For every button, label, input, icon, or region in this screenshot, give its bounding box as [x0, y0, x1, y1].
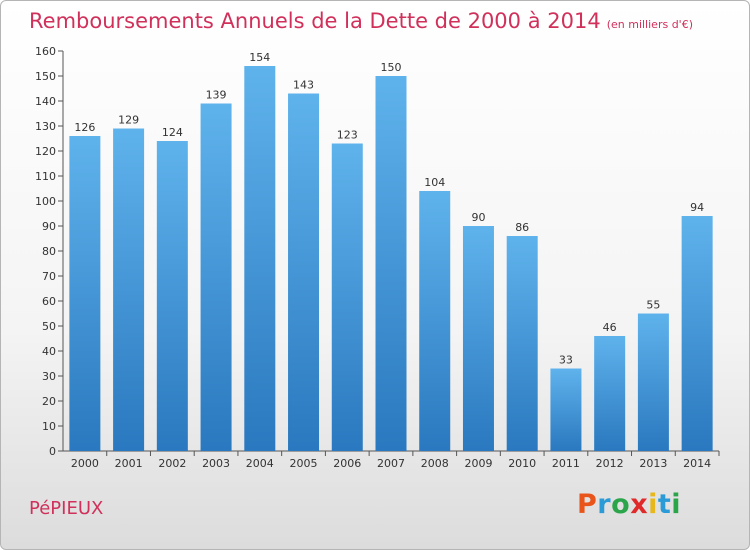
data-label: 104 — [424, 176, 445, 189]
logo-letter: o — [611, 489, 631, 520]
y-tick-label: 120 — [35, 145, 56, 158]
data-label: 123 — [337, 129, 358, 142]
y-tick-label: 10 — [42, 420, 56, 433]
data-label: 46 — [603, 321, 617, 334]
bar — [331, 143, 363, 451]
data-label: 55 — [646, 299, 660, 312]
x-tick-label: 2005 — [290, 457, 318, 470]
x-tick-label: 2008 — [421, 457, 449, 470]
y-tick-label: 90 — [42, 220, 56, 233]
bar — [550, 368, 582, 451]
y-tick-label: 0 — [49, 445, 56, 458]
bar — [156, 141, 188, 451]
y-tick-label: 20 — [42, 395, 56, 408]
logo-letter: P — [577, 489, 598, 520]
bar — [506, 236, 538, 451]
x-tick-label: 2014 — [683, 457, 711, 470]
x-tick-label: 2002 — [158, 457, 186, 470]
chart-title-text: Remboursements Annuels de la Dette de 20… — [29, 9, 601, 33]
y-tick-label: 40 — [42, 345, 56, 358]
x-tick-label: 2013 — [639, 457, 667, 470]
bar — [69, 136, 101, 451]
data-label: 154 — [249, 51, 270, 64]
logo-letter: t — [657, 489, 672, 520]
data-label: 33 — [559, 354, 573, 367]
data-label: 129 — [118, 114, 139, 127]
logo-letter: i — [671, 489, 682, 520]
data-label: 143 — [293, 79, 314, 92]
x-tick-label: 2011 — [552, 457, 580, 470]
bar — [288, 93, 320, 451]
y-tick-label: 150 — [35, 70, 56, 83]
bar — [113, 128, 145, 451]
data-label: 126 — [74, 121, 95, 134]
logo-letter: r — [597, 489, 612, 520]
chart-subtitle: (en milliers d'€) — [606, 18, 693, 31]
data-label: 124 — [162, 126, 183, 139]
x-tick-label: 2003 — [202, 457, 230, 470]
commune-name: PéPIEUX — [29, 498, 104, 519]
x-tick-label: 2010 — [508, 457, 536, 470]
bar — [462, 226, 494, 451]
y-tick-label: 140 — [35, 95, 56, 108]
y-tick-label: 70 — [42, 270, 56, 283]
y-tick-label: 60 — [42, 295, 56, 308]
bar — [594, 336, 626, 451]
x-tick-label: 2006 — [333, 457, 361, 470]
y-tick-label: 110 — [35, 170, 56, 183]
data-label: 86 — [515, 221, 529, 234]
chart-bars: 126 129 124 139 154 143 123 150 104 90 86 33 46 55 94 — [69, 51, 713, 451]
data-label: 90 — [471, 211, 485, 224]
y-tick-label: 30 — [42, 370, 56, 383]
bar — [419, 191, 451, 451]
chart-axes: 0 10 20 30 40 50 60 70 80 90 100 110 120 130 140 150 160… — [35, 45, 720, 470]
y-tick-label: 50 — [42, 320, 56, 333]
logo-letter: x — [630, 489, 649, 520]
bar — [200, 103, 232, 451]
proxiti-logo: Proxiti — [577, 489, 681, 520]
x-tick-label: 2001 — [115, 457, 143, 470]
chart-title: Remboursements Annuels de la Dette de 20… — [29, 9, 693, 33]
x-tick-label: 2000 — [71, 457, 99, 470]
data-label: 139 — [206, 89, 227, 102]
x-tick-label: 2007 — [377, 457, 405, 470]
y-tick-label: 160 — [35, 45, 56, 58]
y-tick-label: 80 — [42, 245, 56, 258]
bar — [244, 66, 276, 451]
bar — [375, 76, 407, 451]
x-tick-label: 2004 — [246, 457, 274, 470]
logo-letter: i — [648, 489, 658, 520]
x-tick-label: 2009 — [464, 457, 492, 470]
bar — [637, 313, 669, 451]
x-tick-label: 2012 — [596, 457, 624, 470]
data-label: 150 — [381, 61, 402, 74]
data-label: 94 — [690, 201, 704, 214]
bar — [681, 216, 713, 451]
y-tick-label: 130 — [35, 120, 56, 133]
y-tick-label: 100 — [35, 195, 56, 208]
